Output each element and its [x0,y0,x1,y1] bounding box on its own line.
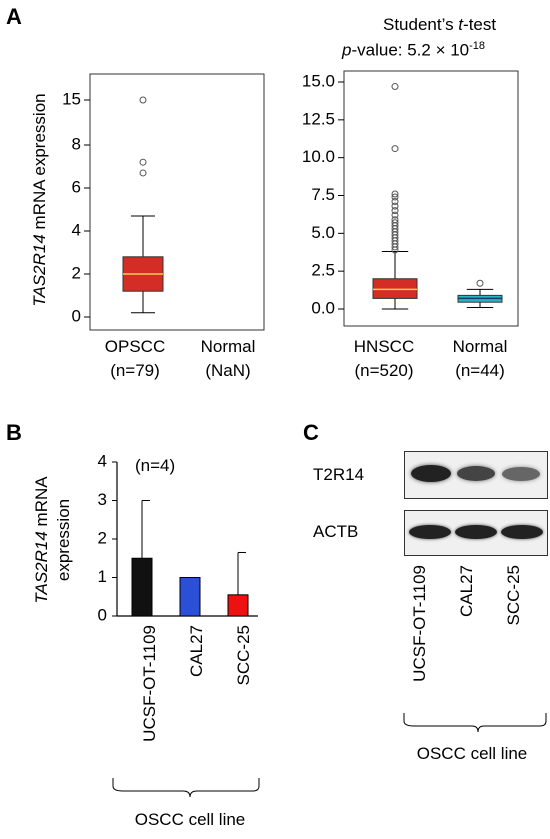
chart-a-left-ytick-label-3: 4 [72,220,81,239]
stats-p-italic: p [342,40,352,60]
blot-band-actb-lane1 [409,525,451,539]
chart-b-ylabel-line2: expression [54,498,73,582]
chart-a-left-cat-2-line1: Normal [200,337,256,356]
blot-row-1 [404,451,548,499]
chart-b-ytick-label-2: 1 [98,567,107,586]
stats-p-exponent: -18 [469,40,486,52]
chart-a-left-ylabel-rest: mRNA expression [30,93,49,235]
stats-test-post: -test [463,15,497,34]
chart-a-left-opscc-outlier-3 [139,96,147,104]
chart-a-right-hnscc-outlier-19 [391,83,399,91]
chart-b-ylabel-gene: TAS2R14 [32,531,51,604]
chart-a-left-ytick-label-4: 6 [72,177,81,196]
chart-b-bar-3 [227,594,249,617]
chart-b-bar-2 [179,577,201,617]
chart-a-right: 0.0 2.5 5.0 7.5 10.0 12.5 15.0 [302,70,519,327]
blot-lane-label-3: SCC-25 [504,565,523,626]
blot-band-actb-lane2 [455,525,497,539]
chart-a-left-opscc-outlier-2 [139,158,147,166]
chart-a-right-hnscc-outlier-16 [391,193,399,201]
blot-band-actb-lane3 [501,525,543,539]
chart-a-right-hnscc-outlier-17 [391,190,399,198]
stats-test-pre: Student’s [383,15,459,34]
panel-label-c: C [303,420,319,445]
chart-a-left-frame [89,73,265,331]
chart-a-left-ylabel-gene: TAS2R14 [30,234,49,307]
chart-a-left-ylabel: TAS2R14 mRNA expression [30,93,50,306]
chart-a-right-frame [343,70,519,327]
chart-b-group-bracket [112,778,260,798]
chart-a-right-hnscc-outlier-18 [391,145,399,153]
chart-a-left-opscc-outlier-1 [139,169,147,177]
panel-label-b: B [6,420,22,445]
chart-a-right-normal-outlier-1 [476,279,484,287]
chart-a-right-hnscc-outlier-12 [391,211,399,219]
blot-lane-label-1: UCSF-OT-1109 [410,565,429,682]
chart-b-xlabel-3: SCC-25 [234,625,253,686]
chart-a-right-hnscc-outlier-14 [391,202,399,210]
chart-a-right-ytick-label-2: 2.5 [311,261,335,280]
chart-b-xlabel-2: CAL27 [187,625,206,677]
chart-a-right-hnscc-outlier-15 [391,198,399,206]
chart-b-xlabel-1: UCSF-OT-1109 [140,625,159,742]
chart-a-right-cat-2-line2: (n=44) [455,361,505,380]
chart-a-left-ytick-label-2: 2 [72,263,81,282]
blot-group-label: OSCC cell line [416,744,528,763]
chart-b-ytick-label-1: 0 [98,605,107,624]
chart-b-ytick-label-3: 2 [98,528,107,547]
chart-a-right-hnscc-outlier-13 [391,207,399,215]
chart-a-right-cat-1-line1: HNSCC [353,337,415,356]
chart-b-sample-size: (n=4) [135,456,176,475]
chart-b-ylabel-rest: mRNA [32,476,51,532]
chart-a-left-ytick-label-1: 0 [72,306,81,325]
chart-b: 0 1 2 3 4 [98,451,260,798]
chart-a-right-ytick-label-6: 12.5 [302,109,335,128]
chart-a-right-cat-2-line1: Normal [452,337,508,356]
chart-a-left-ytick-label-5: 8 [72,134,81,153]
chart-a-right-hnscc-box [372,278,418,299]
panel-label-a: A [6,4,22,29]
blot-lane-label-2: CAL27 [457,565,476,617]
blot-row-label-2: ACTB [313,522,359,541]
chart-a-left-cat-1-line1: OPSCC [104,337,166,356]
stats-test-label: Student’s t-test [383,15,496,35]
blot-band-t2r14-lane2 [457,466,495,481]
chart-a-left: 0 2 4 6 8 15 [62,73,265,331]
chart-a-right-hnscc-outlier-11 [391,216,399,224]
blot-row-label-1: T2R14 [313,465,365,484]
chart-a-left-cat-2-line2: (NaN) [205,361,251,380]
chart-a-right-ytick-label-5: 10.0 [302,147,335,166]
chart-b-group-label: OSCC cell line [134,810,246,829]
stats-pvalue-label: p-value: 5.2 × 10-18 [342,40,485,61]
chart-b-bar-1 [131,557,153,617]
chart-a-right-ytick-label-7: 15.0 [302,71,335,90]
chart-a-right-cat-1-line2: (n=520) [354,361,414,380]
stats-p-text: -value: 5.2 × 10 [351,40,470,60]
blot-group-bracket [403,713,547,733]
chart-a-left-cat-1-line2: (n=79) [110,361,160,380]
chart-a-right-ytick-label-4: 7.5 [311,185,335,204]
blot-band-t2r14-lane1 [411,465,451,482]
chart-b-ylabel-line1: TAS2R14 mRNA [32,476,52,603]
chart-b-ytick-label-5: 4 [98,451,107,470]
chart-a-right-ytick-label-3: 5.0 [311,223,335,242]
blot-row-2 [404,510,548,556]
stats-test-italic: t [458,15,464,34]
chart-a-right-ytick-label-1: 0.0 [311,298,335,317]
blot-band-t2r14-lane3 [502,467,540,481]
chart-a-right-hnscc-outlier-10 [391,219,399,227]
chart-a-left-ytick-label-6: 15 [62,89,81,108]
chart-b-ytick-label-4: 3 [98,490,107,509]
